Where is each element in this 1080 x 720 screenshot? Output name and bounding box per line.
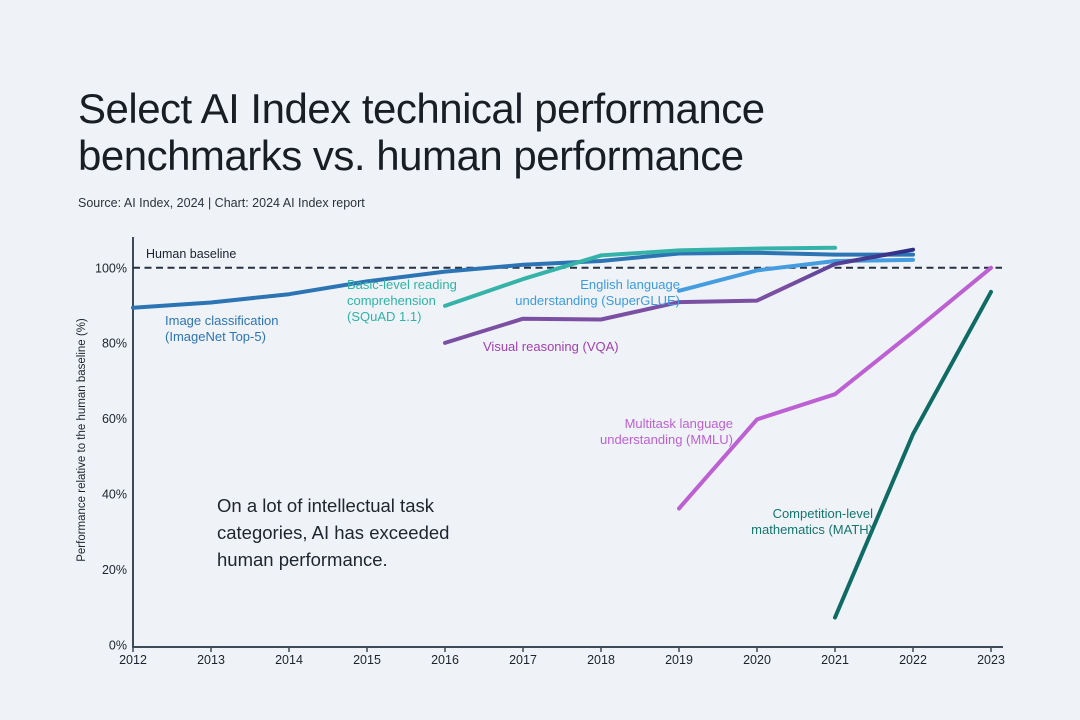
x-tick-label-2015: 2015 bbox=[353, 653, 381, 667]
x-tick-label-2017: 2017 bbox=[509, 653, 537, 667]
x-tick-label-2018: 2018 bbox=[587, 653, 615, 667]
series-line-vqa bbox=[443, 247, 915, 345]
series-label-line: Multitask language bbox=[624, 416, 733, 431]
series-label-squad: Basic-level reading comprehension (SQuAD… bbox=[347, 277, 457, 324]
series-line-squad bbox=[443, 245, 837, 308]
x-tick-label-2013: 2013 bbox=[197, 653, 225, 667]
series-label-line: mathematics (MATH) bbox=[751, 521, 873, 537]
series-label-line: Basic-level reading bbox=[347, 277, 457, 292]
page-title-line1: Select AI Index technical performance bbox=[78, 85, 765, 132]
series-label-line: Image classification bbox=[165, 313, 279, 328]
x-tick-label-2021: 2021 bbox=[821, 653, 849, 667]
series-label-line: understanding (MMLU) bbox=[600, 431, 733, 447]
page-title: Select AI Index technical performance be… bbox=[78, 85, 765, 179]
annotation-line: categories, AI has exceeded bbox=[217, 522, 450, 543]
y-tick-label-0%: 0% bbox=[109, 639, 127, 653]
x-tick-label-2014: 2014 bbox=[275, 653, 303, 667]
y-tick-label-80%: 80% bbox=[102, 337, 127, 351]
series-label-line: English language bbox=[580, 277, 680, 292]
series-line-imagenet bbox=[131, 250, 915, 310]
x-tick-label-2016: 2016 bbox=[431, 653, 459, 667]
series-label-superglue: English language understanding (SuperGLU… bbox=[500, 277, 680, 309]
annotation-line: On a lot of intellectual task bbox=[217, 495, 434, 516]
series-label-line: (ImageNet Top-5) bbox=[165, 328, 266, 344]
y-tick-label-60%: 60% bbox=[102, 412, 127, 426]
human-baseline-label: Human baseline bbox=[146, 247, 237, 261]
y-tick-label-100%: 100% bbox=[95, 261, 127, 275]
series-label-line: comprehension bbox=[347, 292, 436, 308]
y-tick-label-40%: 40% bbox=[102, 488, 127, 502]
takeaway-annotation: On a lot of intellectual task categories… bbox=[217, 492, 449, 573]
x-tick-label-2020: 2020 bbox=[743, 653, 771, 667]
x-tick-label-2019: 2019 bbox=[665, 653, 693, 667]
series-line-math bbox=[833, 289, 993, 620]
series-label-vqa: Visual reasoning (VQA) bbox=[483, 339, 619, 355]
series-line-mmlu bbox=[677, 265, 993, 511]
series-label-line: Visual reasoning (VQA) bbox=[483, 339, 619, 354]
y-tick-label-20%: 20% bbox=[102, 563, 127, 577]
series-line-superglue bbox=[677, 257, 915, 293]
series-label-line: understanding (SuperGLUE) bbox=[515, 292, 680, 308]
y-axis-title: Performance relative to the human baseli… bbox=[76, 318, 88, 562]
series-label-math: Competition-level mathematics (MATH) bbox=[700, 506, 873, 538]
x-tick-label-2012: 2012 bbox=[119, 653, 147, 667]
series-label-imagenet: Image classification (ImageNet Top-5) bbox=[165, 313, 278, 345]
series-label-line: (SQuAD 1.1) bbox=[347, 308, 422, 324]
x-tick-label-2022: 2022 bbox=[899, 653, 927, 667]
series-label-line: Competition-level bbox=[772, 506, 873, 521]
page-title-line2: benchmarks vs. human performance bbox=[78, 132, 744, 179]
source-credit: Source: AI Index, 2024 | Chart: 2024 AI … bbox=[78, 196, 365, 210]
annotation-line: human performance. bbox=[217, 549, 388, 570]
axes: 2012 2013 2014 2015 2016 2017 2018 2019 2020 2021… bbox=[95, 237, 1005, 667]
series-label-mmlu: Multitask language understanding (MMLU) bbox=[590, 416, 733, 448]
x-tick-label-2023: 2023 bbox=[977, 653, 1005, 667]
